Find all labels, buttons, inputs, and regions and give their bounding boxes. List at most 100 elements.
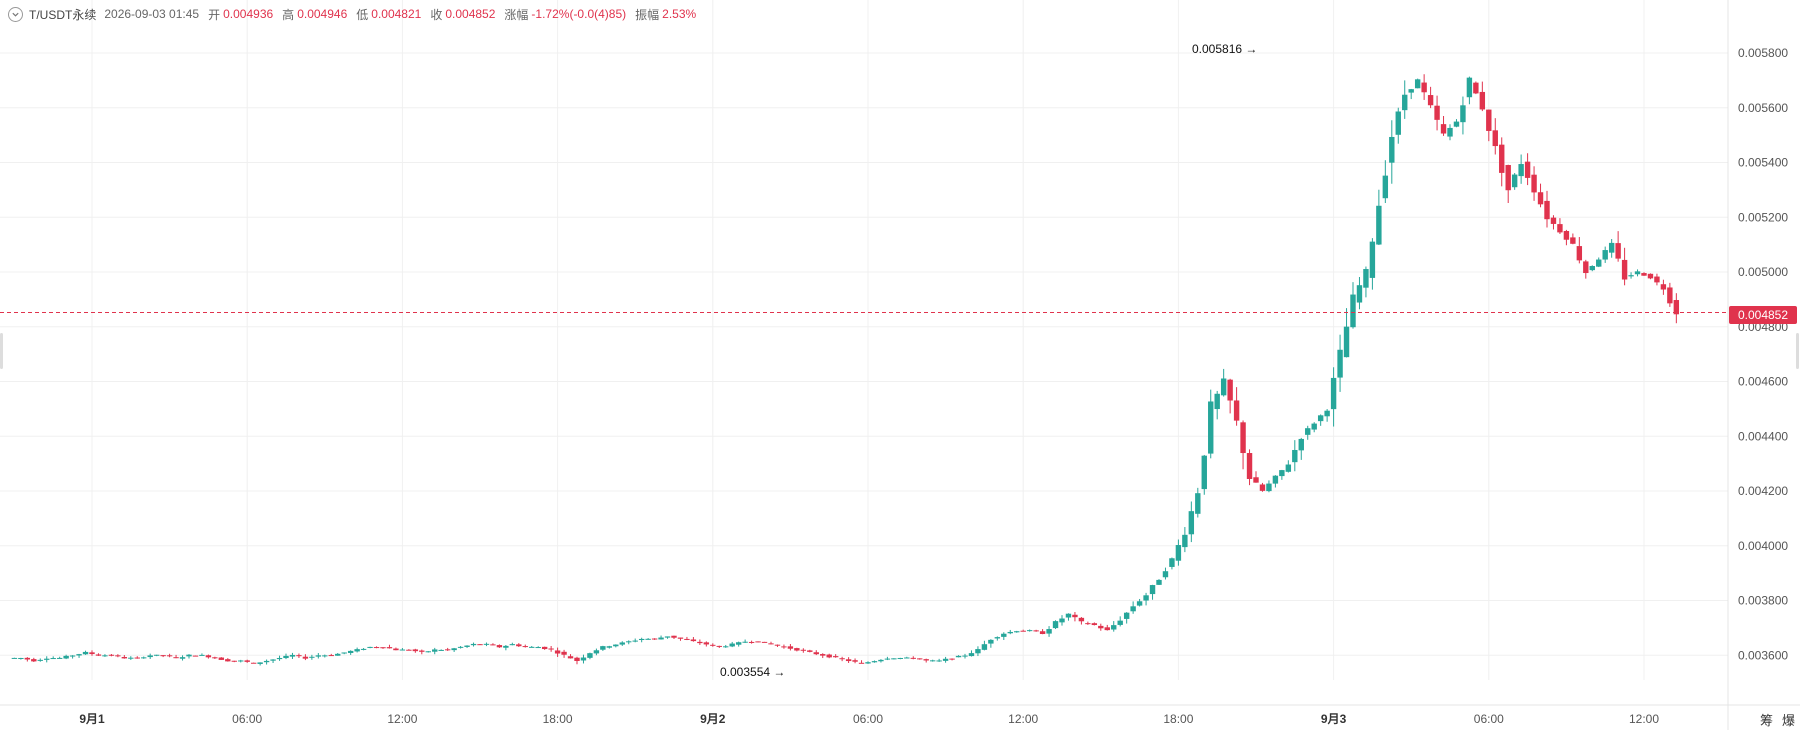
candle-body bbox=[1363, 269, 1369, 288]
candle-body bbox=[677, 637, 684, 639]
candle-body bbox=[147, 655, 153, 658]
chips-button[interactable]: 筹 bbox=[1760, 713, 1774, 728]
candle-body bbox=[929, 660, 936, 662]
candle-body bbox=[1518, 164, 1524, 177]
candle-body bbox=[690, 639, 697, 642]
candle-body bbox=[1072, 614, 1078, 618]
candle-body bbox=[432, 649, 438, 652]
candle-body bbox=[975, 649, 981, 654]
candle-body bbox=[1143, 595, 1149, 601]
candle-body bbox=[1272, 475, 1279, 484]
candle-body bbox=[11, 657, 18, 659]
candle-body bbox=[1673, 300, 1680, 315]
symbol-name: T/USDT永续 bbox=[29, 7, 97, 22]
candle-body bbox=[1169, 558, 1175, 567]
candle-body bbox=[949, 658, 955, 660]
candle-body bbox=[561, 651, 567, 655]
candle-body bbox=[1123, 612, 1130, 619]
candle-body bbox=[1253, 477, 1259, 483]
candle-body bbox=[444, 649, 451, 651]
candle-body bbox=[231, 660, 237, 662]
candle-body bbox=[386, 647, 393, 649]
candle-body bbox=[723, 646, 729, 648]
candle-body bbox=[942, 658, 949, 661]
candle-body bbox=[897, 657, 904, 659]
candle-body bbox=[199, 654, 205, 656]
candle-body bbox=[1091, 623, 1098, 626]
candle-body bbox=[1369, 241, 1376, 278]
price-axis[interactable]: 0.005800 0.005600 0.005400 0.005200 0.005000… bbox=[1727, 0, 1788, 730]
candle-body bbox=[865, 662, 871, 664]
candle-body bbox=[671, 635, 677, 638]
candle-body bbox=[283, 655, 289, 659]
candle-body bbox=[1156, 579, 1162, 585]
candle-body bbox=[1570, 237, 1576, 244]
candle-body bbox=[593, 650, 600, 654]
candle-body bbox=[1292, 449, 1298, 463]
low-value: 0.004821 bbox=[371, 7, 422, 21]
candle-body bbox=[1486, 109, 1492, 131]
candle-body bbox=[1537, 192, 1544, 205]
candle-body bbox=[37, 659, 43, 661]
high-label: 高 bbox=[282, 7, 295, 22]
candle-body bbox=[496, 645, 503, 648]
price-tick-label: 0.005600 bbox=[1738, 101, 1788, 115]
candle-body bbox=[18, 657, 24, 659]
candle-body bbox=[955, 655, 962, 658]
candle-body bbox=[1583, 261, 1589, 274]
left-resize-handle[interactable] bbox=[0, 333, 3, 369]
candle-body bbox=[218, 657, 225, 660]
right-resize-handle[interactable] bbox=[1796, 333, 1799, 369]
candle-body bbox=[289, 654, 296, 657]
liquidation-button[interactable]: 爆 bbox=[1782, 713, 1796, 728]
candle-body bbox=[1350, 294, 1356, 328]
candle-body bbox=[141, 657, 147, 659]
candle-body bbox=[1563, 231, 1570, 240]
candle-body bbox=[845, 659, 852, 662]
candle-body bbox=[716, 645, 722, 647]
candle-body bbox=[1453, 121, 1460, 127]
candle-body bbox=[393, 648, 399, 651]
candle-body bbox=[1136, 601, 1143, 606]
candle-body bbox=[63, 655, 69, 659]
time-tick-label: 18:00 bbox=[543, 712, 573, 726]
candle-body bbox=[192, 655, 199, 657]
candle-body bbox=[121, 656, 128, 659]
candle-body bbox=[270, 659, 276, 661]
time-axis[interactable]: 9月1 06:00 12:00 18:00 9月2 06:00 12:00 18:00 9月3 0… bbox=[0, 704, 1800, 726]
candle-body bbox=[1285, 464, 1292, 472]
candle-body bbox=[173, 657, 179, 659]
current-price-tag: 0.004852 bbox=[1729, 306, 1797, 324]
candle-body bbox=[1059, 618, 1065, 623]
candle-body bbox=[1654, 276, 1660, 283]
candle-body bbox=[910, 657, 916, 659]
candle-body bbox=[1608, 242, 1615, 253]
high-value: 0.004946 bbox=[297, 7, 348, 21]
candle-body bbox=[1111, 625, 1117, 630]
candle-body bbox=[457, 646, 464, 648]
candle-body bbox=[102, 655, 108, 657]
candle-body bbox=[794, 648, 800, 651]
candle-body bbox=[1033, 630, 1039, 632]
candle-body bbox=[852, 660, 858, 662]
candle-body bbox=[470, 643, 477, 646]
collapse-legend-button[interactable] bbox=[8, 6, 23, 22]
candle-body bbox=[1266, 483, 1272, 492]
candle-body bbox=[315, 655, 322, 657]
candle-body bbox=[128, 657, 134, 659]
candle-body bbox=[1201, 455, 1207, 490]
candle-body bbox=[1550, 217, 1557, 224]
candle-body bbox=[1298, 438, 1304, 451]
candle-body bbox=[1246, 453, 1253, 479]
candles-group bbox=[11, 74, 1680, 666]
candle-body bbox=[684, 638, 690, 640]
amplitude-label: 振幅 bbox=[635, 7, 660, 22]
candle-body bbox=[1647, 273, 1654, 279]
time-tick-label: 06:00 bbox=[232, 712, 262, 726]
candle-body bbox=[1466, 77, 1473, 98]
candle-body bbox=[160, 655, 166, 657]
candle-body bbox=[574, 657, 580, 661]
candle-body bbox=[580, 657, 587, 661]
low-marker-label: 0.003554 → bbox=[720, 665, 785, 679]
